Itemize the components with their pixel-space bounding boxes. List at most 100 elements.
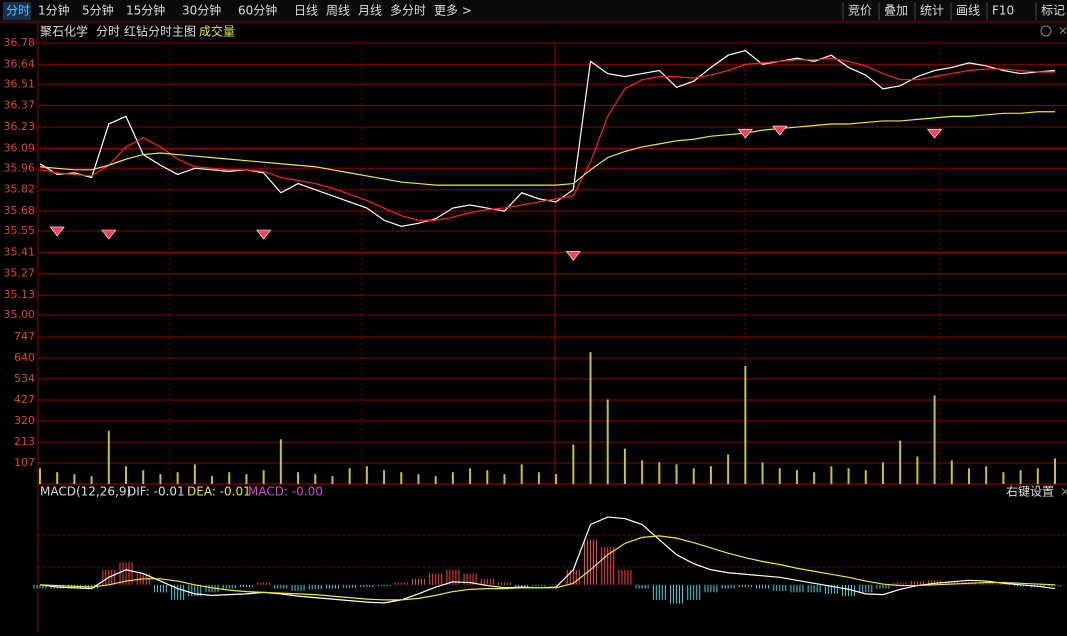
y-tick-label: 35.13	[4, 288, 36, 301]
volume-bar	[125, 466, 128, 484]
volume-bar	[985, 466, 988, 484]
macd-close[interactable]: ×	[1060, 485, 1067, 499]
volume-bar	[709, 466, 712, 484]
y-tick-label: 35.55	[4, 224, 36, 237]
volume-bar	[400, 472, 403, 484]
volume-bar	[56, 472, 59, 484]
volume-bar	[314, 474, 317, 484]
macd-dif: DIF: -0.01	[127, 485, 185, 499]
macd-title: MACD(12,26,9)	[40, 485, 131, 499]
y-tick-label: 427	[14, 393, 35, 406]
volume-bar	[1019, 470, 1022, 484]
volume-bar	[469, 468, 472, 484]
y-tick-label: 35.68	[4, 204, 36, 217]
vertical-grid	[38, 43, 1067, 568]
tab[interactable]: 5分钟	[82, 3, 114, 18]
settings-icon[interactable]	[1040, 25, 1052, 37]
volume-bar	[813, 472, 816, 484]
y-tick-label: 36.64	[4, 57, 36, 70]
tab[interactable]: 1分钟	[38, 3, 70, 18]
signal	[926, 128, 943, 139]
volume-bar	[211, 476, 214, 484]
volume-bar	[520, 464, 523, 484]
toolbar-button[interactable]: F10	[992, 4, 1014, 18]
y-tick-label: 35.00	[4, 308, 36, 321]
volume-bar	[262, 470, 265, 484]
volume-bar	[589, 352, 592, 484]
signal	[737, 128, 753, 139]
signal	[101, 229, 117, 240]
line-avg	[39, 111, 1055, 186]
y-tick-label: 534	[14, 372, 35, 385]
y-tick-label: 36.09	[4, 141, 36, 154]
volume-bar	[864, 470, 867, 484]
tab[interactable]: 分时	[6, 4, 30, 18]
y-tick-label: 35.82	[4, 183, 36, 196]
volume-bar	[727, 454, 730, 484]
y-tick-label: 320	[14, 414, 35, 427]
toolbar-button[interactable]: 竞价	[848, 4, 872, 18]
volume-bar	[245, 474, 248, 484]
volume-bar	[623, 448, 626, 484]
signal	[772, 125, 788, 136]
stock-name: 聚石化学	[40, 24, 88, 39]
y-tick-label: 107	[14, 456, 35, 469]
volume-bar	[73, 474, 76, 484]
macd-setting[interactable]: 右键设置	[1006, 484, 1054, 499]
volume-bar	[417, 474, 420, 484]
volume-bar	[1002, 472, 1005, 484]
indicator: 红钻分时主图	[124, 24, 196, 39]
volume-bar	[692, 468, 695, 484]
macd-dea-line	[39, 535, 1056, 601]
volume-bar	[1036, 468, 1039, 484]
volume-bar	[778, 468, 781, 484]
volume-bar	[331, 476, 334, 484]
y-tick-label: 747	[14, 330, 35, 343]
tab-active	[3, 2, 31, 20]
y-tick-label: 640	[14, 351, 35, 364]
volume-bar	[950, 460, 953, 484]
tab[interactable]: 日线	[294, 4, 318, 18]
volume-bar	[795, 470, 798, 484]
volume-bar	[383, 470, 386, 484]
volume-bar	[881, 462, 884, 484]
volume-bar	[193, 464, 196, 484]
volume-bar	[606, 399, 609, 484]
volume-bar	[228, 472, 231, 484]
tab[interactable]: 周线	[326, 4, 350, 18]
y-tick-label: 213	[14, 435, 35, 448]
volume-bar	[899, 440, 902, 484]
tab[interactable]: 更多 >	[434, 4, 472, 18]
line-ma	[39, 57, 1055, 221]
volume-bar	[365, 466, 368, 484]
tab[interactable]: 多分时	[390, 4, 426, 18]
signal	[565, 251, 581, 261]
volume-bar	[830, 466, 833, 484]
volume-bar	[572, 444, 575, 484]
y-tick-label: 35.96	[4, 161, 36, 174]
volume-bar	[658, 462, 661, 484]
close-icon[interactable]: ×	[1058, 24, 1067, 38]
volume-bar	[1054, 458, 1056, 484]
toolbar-button[interactable]: 画线	[956, 4, 980, 18]
volume-bar	[744, 365, 747, 484]
tab[interactable]: 30分钟	[182, 3, 221, 18]
toolbar-button[interactable]: 统计	[920, 4, 944, 18]
toolbar-button[interactable]: 标记	[1041, 4, 1065, 18]
tab[interactable]: 月线	[358, 4, 382, 18]
toolbar-button[interactable]: 叠加	[884, 4, 908, 18]
toolbar	[0, 0, 1067, 22]
volume-bar	[348, 468, 351, 484]
y-tick-label: 35.27	[4, 267, 36, 280]
tab[interactable]: 60分钟	[238, 3, 277, 18]
y-tick-label: 35.41	[4, 245, 36, 258]
volume-bar	[107, 430, 110, 484]
volume-bar	[847, 468, 850, 484]
volume-bar	[503, 474, 506, 484]
macd-value: MACD: -0.00	[248, 485, 323, 499]
sub-indicator: 成交量	[199, 24, 235, 39]
volume-bar	[675, 464, 678, 484]
tab[interactable]: 15分钟	[126, 3, 165, 18]
volume-bar	[967, 468, 970, 484]
y-tick-label: 36.78	[4, 36, 36, 49]
